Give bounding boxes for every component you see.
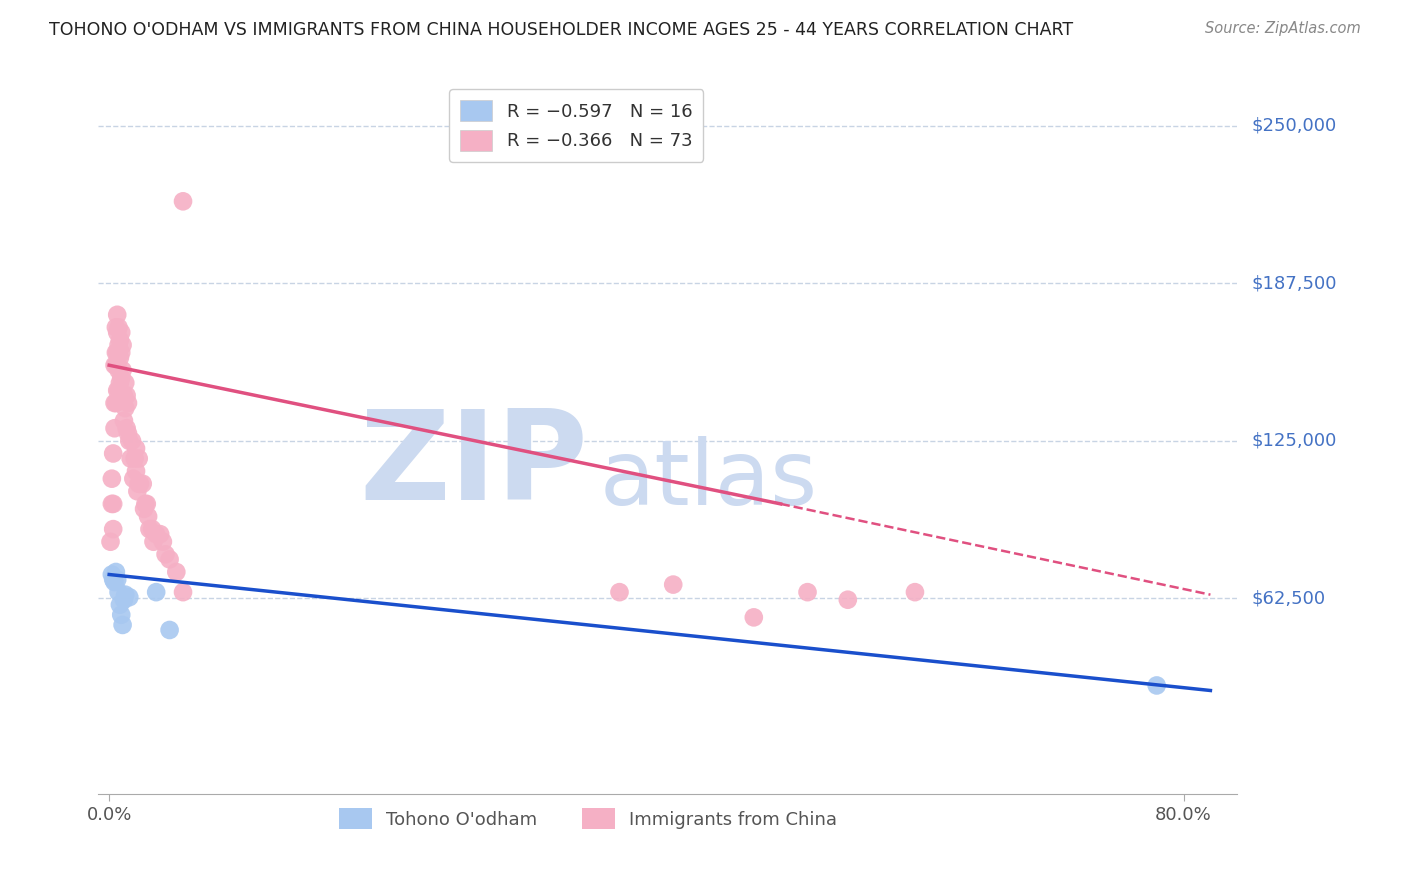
Point <box>105 358 128 372</box>
Point <box>114 401 136 415</box>
Point <box>796 585 818 599</box>
Point <box>107 585 129 599</box>
Point <box>124 451 146 466</box>
Point <box>114 588 136 602</box>
Point <box>114 376 136 390</box>
Point <box>159 552 181 566</box>
Point <box>155 547 177 561</box>
Point <box>105 308 128 322</box>
Point <box>120 451 142 466</box>
Text: $62,500: $62,500 <box>1251 590 1326 607</box>
Point <box>104 320 127 334</box>
Text: Source: ZipAtlas.com: Source: ZipAtlas.com <box>1205 21 1361 36</box>
Point <box>107 320 129 334</box>
Point <box>105 573 128 587</box>
Text: $250,000: $250,000 <box>1251 117 1337 135</box>
Point <box>112 388 135 402</box>
Point <box>110 388 132 402</box>
Point <box>103 575 125 590</box>
Point <box>172 194 194 209</box>
Point <box>103 497 125 511</box>
Point <box>742 610 765 624</box>
Legend: Tohono O'odham, Immigrants from China: Tohono O'odham, Immigrants from China <box>330 799 846 838</box>
Point <box>1146 678 1168 692</box>
Point <box>103 358 125 372</box>
Point <box>111 388 134 402</box>
Point <box>111 363 134 377</box>
Point <box>152 534 174 549</box>
Point <box>103 446 125 460</box>
Text: atlas: atlas <box>599 436 818 524</box>
Point <box>129 476 152 491</box>
Point <box>117 396 139 410</box>
Point <box>112 414 135 428</box>
Point <box>101 567 124 582</box>
Point <box>125 442 148 456</box>
Point <box>134 497 156 511</box>
Point <box>107 363 129 377</box>
Point <box>103 396 125 410</box>
Text: $187,500: $187,500 <box>1251 274 1337 293</box>
Point <box>132 502 155 516</box>
Point <box>117 426 139 441</box>
Point <box>104 358 127 372</box>
Point <box>112 592 135 607</box>
Point <box>172 585 194 599</box>
Point <box>111 338 134 352</box>
Point <box>662 577 685 591</box>
Point <box>108 333 131 347</box>
Point <box>122 472 145 486</box>
Point <box>110 607 132 622</box>
Point <box>104 345 127 359</box>
Point <box>103 573 125 587</box>
Point <box>149 527 172 541</box>
Point <box>121 434 143 448</box>
Point <box>104 396 127 410</box>
Text: ZIP: ZIP <box>360 405 588 526</box>
Point <box>118 591 141 605</box>
Point <box>101 472 124 486</box>
Point <box>108 598 131 612</box>
Point <box>108 376 131 390</box>
Point <box>107 338 129 352</box>
Point <box>103 421 125 435</box>
Point <box>145 527 167 541</box>
Point <box>111 618 134 632</box>
Point <box>904 585 927 599</box>
Point <box>609 585 631 599</box>
Point <box>165 565 187 579</box>
Point <box>128 476 150 491</box>
Point <box>108 351 131 365</box>
Point <box>837 592 859 607</box>
Point <box>115 388 138 402</box>
Point <box>138 522 160 536</box>
Point <box>105 326 128 340</box>
Point <box>105 345 128 359</box>
Point <box>100 534 122 549</box>
Point <box>136 509 159 524</box>
Point <box>110 345 132 359</box>
Point <box>127 484 149 499</box>
Point <box>125 464 148 478</box>
Point <box>142 534 165 549</box>
Text: $125,000: $125,000 <box>1251 432 1337 450</box>
Point <box>118 434 141 448</box>
Point <box>110 371 132 385</box>
Point <box>105 384 128 398</box>
Point <box>107 384 129 398</box>
Point <box>141 522 163 536</box>
Point <box>115 421 138 435</box>
Text: TOHONO O'ODHAM VS IMMIGRANTS FROM CHINA HOUSEHOLDER INCOME AGES 25 - 44 YEARS CO: TOHONO O'ODHAM VS IMMIGRANTS FROM CHINA … <box>49 21 1073 38</box>
Point <box>103 522 125 536</box>
Point <box>101 497 124 511</box>
Point <box>132 476 155 491</box>
Point <box>110 326 132 340</box>
Point <box>159 623 181 637</box>
Point <box>104 565 127 579</box>
Point <box>145 585 167 599</box>
Point <box>135 497 157 511</box>
Point <box>128 451 150 466</box>
